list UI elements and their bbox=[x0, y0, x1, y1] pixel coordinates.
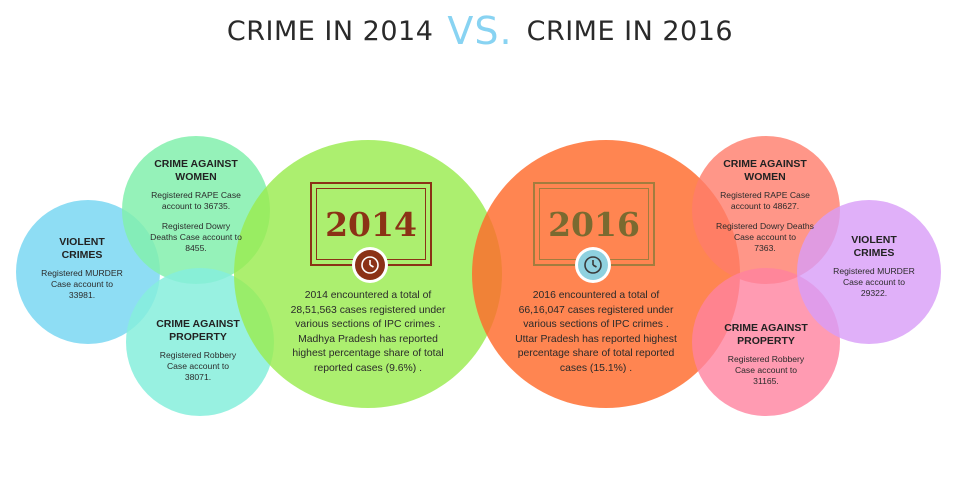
infographic-title: CRIME IN 2014 VS. CRIME IN 2016 bbox=[0, 8, 960, 54]
violent-2016-murder: Registered MURDER Case account to 29322. bbox=[833, 266, 915, 298]
summary-2016: 2016 encountered a total of 66,16,047 ca… bbox=[515, 290, 677, 374]
women-2014-dowry: Registered Dowry Deaths Case account to … bbox=[150, 221, 242, 253]
property-2014-title: CRIME AGAINST PROPERTY bbox=[156, 318, 240, 343]
women-2016-dowry: Registered Dowry Deaths Case account to … bbox=[716, 221, 814, 253]
women-2016-rape: Registered RAPE Case account to 48627. bbox=[720, 190, 810, 211]
property-2014-robbery: Registered Robbery Case account to 38071… bbox=[159, 350, 237, 382]
violent-2016-title: VIOLENT CRIMES bbox=[851, 234, 897, 259]
women-2014-rape: Registered RAPE Case account to 36735. bbox=[151, 190, 241, 211]
women-2014-block: CRIME AGAINST WOMEN Registered RAPE Case… bbox=[140, 158, 252, 254]
property-2014-block: CRIME AGAINST PROPERTY Registered Robber… bbox=[142, 318, 254, 383]
women-2016-title: CRIME AGAINST WOMEN bbox=[723, 158, 807, 183]
women-2014-title: CRIME AGAINST WOMEN bbox=[154, 158, 238, 183]
violent-2014-block: VIOLENT CRIMES Registered MURDER Case ac… bbox=[26, 236, 138, 301]
violent-2014-murder: Registered MURDER Case account to 33981. bbox=[41, 268, 123, 300]
property-2016-title: CRIME AGAINST PROPERTY bbox=[724, 322, 808, 347]
property-2016-robbery: Registered Robbery Case account to 31165… bbox=[727, 354, 805, 386]
violent-2014-title: VIOLENT CRIMES bbox=[59, 236, 105, 261]
title-left: CRIME IN 2014 bbox=[226, 15, 434, 47]
title-vs: VS. bbox=[447, 9, 513, 53]
property-2016-block: CRIME AGAINST PROPERTY Registered Robber… bbox=[710, 322, 822, 387]
title-right: CRIME IN 2016 bbox=[526, 15, 734, 47]
women-2016-block: CRIME AGAINST WOMEN Registered RAPE Case… bbox=[704, 158, 826, 254]
year-2016-label: 2016 bbox=[548, 204, 640, 244]
summary-2014: 2014 encountered a total of 28,51,563 ca… bbox=[290, 290, 446, 374]
violent-2016-block: VIOLENT CRIMES Registered MURDER Case ac… bbox=[818, 234, 930, 299]
year-2016-badge: 2016 bbox=[533, 182, 655, 266]
violent-crimes-2016-circle bbox=[797, 200, 941, 344]
year-2014-label: 2014 bbox=[325, 204, 417, 244]
clock-icon bbox=[355, 250, 385, 280]
clock-icon bbox=[578, 250, 608, 280]
